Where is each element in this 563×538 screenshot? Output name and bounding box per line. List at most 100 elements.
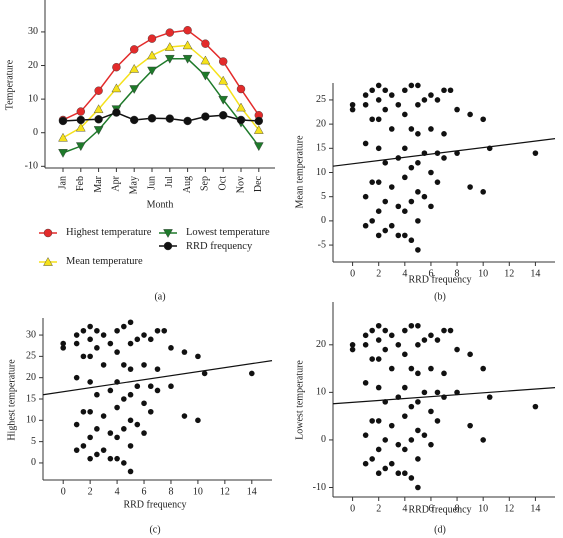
trend-line: [332, 138, 556, 167]
point: [87, 336, 93, 343]
point: [434, 179, 441, 185]
point: [127, 319, 134, 326]
trend-line: [42, 360, 273, 396]
point: [388, 332, 395, 339]
point: [402, 174, 408, 181]
x-tick-label: 10: [193, 486, 203, 497]
point: [129, 63, 140, 73]
x-tick-label: 6: [142, 486, 147, 497]
y-tick-label: 10: [316, 167, 326, 178]
point: [94, 426, 100, 432]
point: [408, 198, 415, 205]
point: [375, 470, 382, 477]
y-tick-label: 15: [316, 143, 326, 154]
point: [201, 112, 210, 121]
point: [107, 387, 114, 394]
point: [415, 218, 421, 224]
point: [164, 42, 175, 51]
point: [236, 102, 246, 112]
point: [161, 327, 168, 334]
point: [87, 379, 93, 385]
y-tick-label: 25: [26, 351, 36, 362]
point: [60, 345, 67, 351]
point: [441, 370, 447, 377]
y-tick-label: 20: [316, 339, 326, 350]
series-line: [62, 29, 260, 121]
x-tick-label: 12: [504, 268, 514, 279]
point: [415, 399, 421, 405]
point: [134, 421, 141, 428]
point: [201, 370, 208, 377]
panel-label: (d): [434, 524, 446, 535]
y-tick-label: 0: [31, 457, 36, 468]
point: [80, 408, 87, 415]
point: [382, 106, 389, 113]
point: [154, 387, 161, 394]
point: [382, 465, 389, 472]
point: [100, 447, 107, 453]
panel-label: (c): [149, 524, 160, 535]
point: [60, 340, 67, 347]
point: [362, 193, 369, 200]
x-tick-label: Jan: [57, 176, 68, 189]
point: [147, 34, 157, 43]
x-tick-label: Aug: [182, 176, 193, 193]
point: [375, 97, 382, 103]
point: [428, 365, 434, 372]
point: [428, 169, 434, 176]
point: [388, 92, 395, 98]
point: [147, 408, 154, 415]
point: [395, 441, 402, 448]
x-tick-label: 0: [61, 486, 66, 497]
point: [454, 389, 460, 396]
point: [362, 460, 369, 467]
point: [154, 327, 161, 334]
x-tick-label: Mar: [93, 175, 104, 192]
point: [73, 332, 80, 338]
point: [415, 130, 421, 137]
y-tick-label: 30: [28, 26, 38, 37]
point: [428, 408, 434, 415]
y-tick-label: 20: [26, 372, 36, 383]
legend-label: Lowest temperature: [186, 227, 270, 238]
x-tick-label: 14: [530, 268, 540, 279]
point: [480, 116, 486, 123]
point: [454, 346, 460, 353]
point: [408, 322, 415, 329]
point: [402, 87, 408, 94]
point: [76, 115, 86, 125]
point: [183, 116, 192, 126]
point: [441, 155, 447, 161]
point: [421, 432, 428, 438]
legend-label: Mean temperature: [66, 256, 143, 267]
point: [441, 87, 447, 94]
point: [73, 374, 80, 381]
point: [532, 403, 539, 410]
point: [467, 111, 473, 118]
point: [434, 418, 441, 424]
point: [182, 55, 193, 64]
point: [114, 327, 120, 334]
y-tick-label: -10: [25, 161, 38, 172]
point: [402, 208, 408, 215]
point: [87, 323, 93, 330]
point: [195, 353, 201, 360]
point: [415, 456, 421, 462]
point: [114, 455, 120, 462]
point: [388, 365, 395, 372]
point: [349, 346, 356, 353]
x-axis-title: Month: [147, 199, 174, 210]
point: [129, 115, 139, 125]
point: [454, 106, 460, 113]
y-tick-label: 0: [321, 434, 326, 445]
point: [73, 421, 80, 428]
x-tick-label: 10: [478, 503, 488, 514]
x-tick-label: Sep: [200, 176, 211, 191]
point: [94, 115, 103, 124]
point: [218, 57, 228, 66]
x-tick-label: Jun: [146, 176, 157, 190]
point: [486, 394, 493, 400]
point: [382, 327, 389, 334]
